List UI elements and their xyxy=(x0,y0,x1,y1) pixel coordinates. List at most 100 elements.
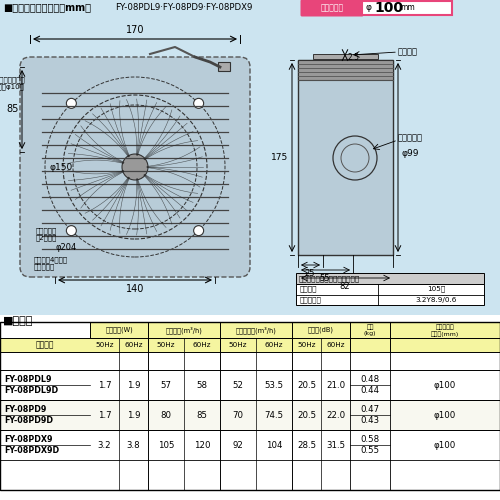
Text: 1.9: 1.9 xyxy=(127,380,140,390)
Text: 開口面積: 開口面積 xyxy=(300,286,318,292)
Text: 3.2: 3.2 xyxy=(98,440,112,450)
Text: 140: 140 xyxy=(126,284,144,294)
FancyBboxPatch shape xyxy=(300,0,364,16)
Text: 壁面電源コード: 壁面電源コード xyxy=(0,76,25,84)
Text: FY-08PDL9D: FY-08PDL9D xyxy=(4,386,58,395)
Bar xyxy=(90,322,500,338)
Bar xyxy=(362,1,452,15)
Text: 170: 170 xyxy=(126,25,144,35)
Text: φ: φ xyxy=(365,4,371,13)
Text: 品　　番: 品 番 xyxy=(36,340,54,349)
Text: 20.5: 20.5 xyxy=(297,410,316,420)
Bar xyxy=(218,62,230,71)
Bar xyxy=(296,273,484,284)
Text: 22.0: 22.0 xyxy=(326,410,345,420)
Text: φ204: φ204 xyxy=(56,242,77,252)
Bar xyxy=(298,60,393,255)
Text: 本体取付穴: 本体取付穴 xyxy=(36,228,57,234)
Text: (kg): (kg) xyxy=(364,332,376,336)
Text: 28.5: 28.5 xyxy=(297,440,316,450)
Text: ■外形寸法図（単位：mm）: ■外形寸法図（単位：mm） xyxy=(3,2,91,12)
Text: 55: 55 xyxy=(320,274,330,283)
Circle shape xyxy=(194,98,203,108)
Text: 換気風量(m³/h): 換気風量(m³/h) xyxy=(166,326,202,334)
Text: 適用パイプ: 適用パイプ xyxy=(320,4,344,13)
Text: 0.48: 0.48 xyxy=(360,375,380,384)
Text: 2.5: 2.5 xyxy=(348,52,360,62)
Circle shape xyxy=(194,226,203,235)
Bar xyxy=(313,54,378,59)
Text: 92: 92 xyxy=(232,440,243,450)
Text: 85: 85 xyxy=(196,410,207,420)
Text: 3.8: 3.8 xyxy=(126,440,140,450)
Text: 60Hz: 60Hz xyxy=(265,342,283,348)
Text: 120: 120 xyxy=(194,440,210,450)
Bar xyxy=(296,284,484,305)
Text: 質量: 質量 xyxy=(366,325,374,330)
Text: 105㎡: 105㎡ xyxy=(427,286,445,292)
Text: 58: 58 xyxy=(196,380,207,390)
Text: FY-08PD9D: FY-08PD9D xyxy=(4,416,53,425)
Text: 薄肉部（4箇所）: 薄肉部（4箇所） xyxy=(34,256,68,264)
Text: 50Hz: 50Hz xyxy=(229,342,247,348)
Text: 25: 25 xyxy=(305,269,316,278)
Bar xyxy=(0,370,500,400)
Text: FY-08PDL9: FY-08PDL9 xyxy=(4,375,52,384)
Text: 100: 100 xyxy=(374,1,403,15)
Text: 105: 105 xyxy=(158,440,174,450)
Text: 175: 175 xyxy=(271,154,288,162)
Text: 20.5: 20.5 xyxy=(297,380,316,390)
Text: 騒　音(dB): 騒 音(dB) xyxy=(308,326,334,334)
Bar xyxy=(0,430,500,460)
Text: 50Hz: 50Hz xyxy=(157,342,176,348)
Text: 1.7: 1.7 xyxy=(98,380,112,390)
Text: 50Hz: 50Hz xyxy=(297,342,316,348)
Text: 0.47: 0.47 xyxy=(360,405,380,414)
Text: mm: mm xyxy=(400,4,415,13)
Text: 呼び径(mm): 呼び径(mm) xyxy=(431,331,459,337)
Text: 気密リング: 気密リング xyxy=(398,134,423,142)
Text: 82: 82 xyxy=(340,282,350,291)
Text: ルーバー開口面積とマンセル値: ルーバー開口面積とマンセル値 xyxy=(299,275,360,282)
Text: 消費電力(W): 消費電力(W) xyxy=(105,326,133,334)
Text: ■特性表: ■特性表 xyxy=(3,316,34,326)
FancyBboxPatch shape xyxy=(20,57,250,277)
Bar xyxy=(0,338,500,352)
Bar xyxy=(298,60,393,80)
Text: 0.55: 0.55 xyxy=(360,446,380,455)
Text: マンセル値: マンセル値 xyxy=(300,296,322,304)
Text: 70: 70 xyxy=(232,410,243,420)
Circle shape xyxy=(66,226,76,235)
Text: 60Hz: 60Hz xyxy=(193,342,211,348)
Text: 74.5: 74.5 xyxy=(264,410,283,420)
Text: 0.43: 0.43 xyxy=(360,416,380,425)
Text: 21.0: 21.0 xyxy=(326,380,345,390)
Text: FY-08PDL9·FY-08PD9·FY-08PDX9: FY-08PDL9·FY-08PD9·FY-08PDX9 xyxy=(115,2,252,12)
Text: 60Hz: 60Hz xyxy=(326,342,345,348)
Text: 85: 85 xyxy=(6,104,19,114)
Bar xyxy=(0,400,500,430)
Text: （2箇所）: （2箇所） xyxy=(36,234,58,242)
Bar xyxy=(0,322,500,490)
Text: 品番表示面: 品番表示面 xyxy=(34,264,55,270)
Text: 有効換気量(m³/h): 有効換気量(m³/h) xyxy=(236,326,277,334)
Text: φ100: φ100 xyxy=(434,440,456,450)
Text: 53.5: 53.5 xyxy=(264,380,283,390)
Text: 引込穴（φ10）: 引込穴（φ10） xyxy=(0,84,25,90)
Text: φ100: φ100 xyxy=(434,410,456,420)
Text: 0.44: 0.44 xyxy=(360,386,380,395)
Text: 57: 57 xyxy=(160,380,172,390)
Text: FY-08PD9: FY-08PD9 xyxy=(4,405,46,414)
Circle shape xyxy=(122,154,148,180)
Text: 80: 80 xyxy=(160,410,172,420)
Text: FY-08PDX9: FY-08PDX9 xyxy=(4,435,52,444)
Circle shape xyxy=(66,98,76,108)
Text: 適用パイプ: 適用パイプ xyxy=(436,325,454,330)
Text: φ100: φ100 xyxy=(434,380,456,390)
Text: 1.9: 1.9 xyxy=(127,410,140,420)
Text: FY-08PDX9D: FY-08PDX9D xyxy=(4,446,59,455)
Text: ルーバー: ルーバー xyxy=(398,48,418,56)
Text: 0.58: 0.58 xyxy=(360,435,380,444)
Text: 1.7: 1.7 xyxy=(98,410,112,420)
Text: φ150: φ150 xyxy=(50,162,73,172)
